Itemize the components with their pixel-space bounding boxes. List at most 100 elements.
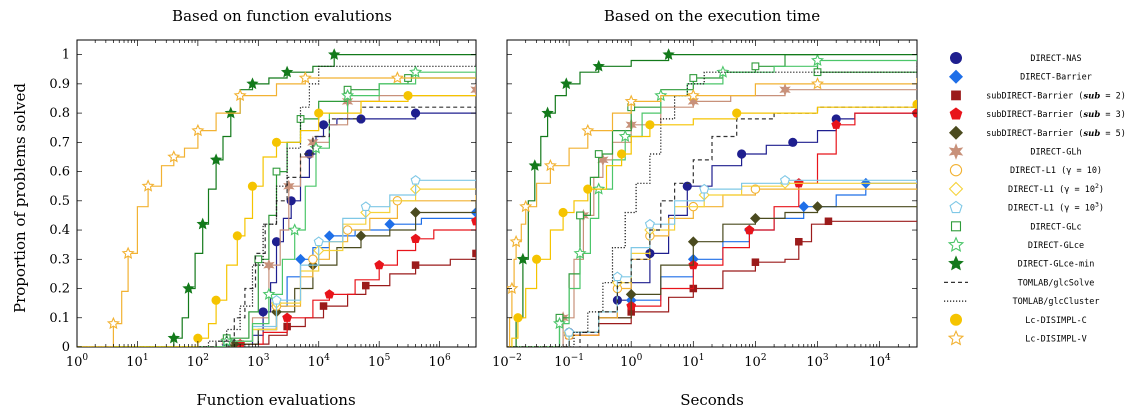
legend-marker-icon [948, 255, 964, 271]
series-point [283, 179, 295, 193]
legend-item: DIRECT-GLce [947, 236, 1084, 253]
series-point [795, 237, 803, 246]
series-point [288, 223, 302, 236]
series-point [410, 175, 421, 185]
series-point [374, 260, 385, 270]
x-tick-label: 101 [682, 353, 704, 370]
series-point [912, 99, 917, 109]
series-point [308, 254, 318, 265]
legend-item: DIRECT-GLh [948, 143, 1082, 160]
series-point [564, 327, 575, 337]
series-point [313, 236, 324, 247]
x-tick-label: 102 [744, 353, 766, 370]
series-point [121, 246, 135, 260]
legend-item: DIRECT-GLc [950, 221, 1082, 232]
series-point [384, 218, 396, 230]
panel-1-title: Based on function evalutions [172, 7, 392, 25]
series-point [298, 71, 312, 84]
series-point [798, 201, 810, 213]
series-point [403, 90, 413, 101]
legend-label: Lc-DISIMPL-C [1025, 316, 1086, 326]
legend-marker-icon [947, 329, 965, 346]
legend-item: subDIRECT-Barrier (sub = 2) [951, 90, 1126, 101]
legend-label: subDIRECT-Barrier (sub = 5) [986, 129, 1126, 139]
series-point [271, 137, 282, 147]
series-point [196, 217, 209, 230]
series-point [788, 137, 798, 147]
series-point [470, 83, 476, 97]
legend-label: TOMLAB/glcSolve [1018, 278, 1095, 288]
series-point [812, 201, 823, 213]
series-line [77, 253, 476, 347]
series-point [737, 149, 747, 159]
series-line [77, 95, 476, 347]
series-point [824, 217, 833, 226]
x-tick-label: 105 [368, 353, 391, 370]
series-point [271, 237, 282, 247]
series-point [750, 184, 761, 194]
panel-1-ticks: 100 101 102 103 104 105 106 0 0.1 0.2 0.3 0.4 0.5 0.6… [49, 40, 477, 370]
series-point [558, 207, 568, 218]
series-point [644, 218, 655, 229]
series-point [618, 129, 632, 143]
series-point [581, 123, 595, 137]
series-point [309, 141, 323, 154]
series-point [560, 77, 573, 90]
series-point [247, 181, 258, 191]
series-point [507, 281, 519, 295]
series-point [272, 167, 281, 176]
legend-marker-icon [948, 143, 964, 160]
panel-2-title: Based on the execution time [604, 7, 820, 25]
legend-item: DIRECT-Barrier [948, 69, 1092, 84]
series-point [541, 106, 554, 119]
x-tick-label: 103 [806, 353, 829, 370]
series-point [106, 316, 120, 330]
series-point [409, 65, 423, 78]
legend-marker-icon [950, 221, 962, 232]
legend-marker-icon [950, 52, 963, 65]
legend-item: subDIRECT-Barrier (sub = 3) [949, 107, 1126, 120]
series-point [262, 287, 276, 300]
legend-item: Lc-DISIMPL-V [947, 329, 1087, 346]
legend-marker-icon [949, 164, 963, 177]
legend-label: TOMLAB/glcCluster [1013, 297, 1100, 307]
series-point [314, 108, 324, 118]
series-point [543, 158, 557, 172]
legend-item: Lc-DISIMPL-C [950, 313, 1087, 326]
series-point [513, 313, 523, 323]
series-point [182, 282, 195, 294]
series-point [687, 94, 699, 108]
series-point [360, 201, 371, 211]
legend-item: TOMLAB/glcCluster [944, 297, 1100, 307]
x-tick-label: 104 [868, 353, 891, 370]
y-tick-label: 0.6 [49, 165, 70, 180]
series-point [471, 216, 476, 226]
series-point [682, 181, 692, 191]
series-point [319, 302, 328, 310]
x-tick-label: 103 [247, 353, 270, 370]
series-point [282, 312, 292, 322]
x-tick-label: 104 [308, 353, 331, 370]
legend-label: subDIRECT-Barrier (sub = 3) [986, 110, 1126, 120]
series-point [831, 119, 842, 129]
series-point [751, 258, 760, 266]
legend-item: DIRECT-L1 (γ = 102) [948, 181, 1104, 197]
series-line [77, 66, 476, 347]
panel-1-xlabel: Function evaluations [196, 391, 355, 409]
y-tick-label: 0.2 [49, 282, 70, 297]
series-point [211, 295, 221, 305]
y-tick-label: 0.9 [49, 77, 70, 92]
x-tick-label: 10−2 [492, 353, 522, 370]
series-point [576, 211, 584, 220]
legend-item: subDIRECT-Barrier (sub = 5) [948, 125, 1126, 140]
series-point [732, 108, 742, 118]
series-point [689, 74, 698, 82]
panel-2-xlabel: Seconds [680, 391, 744, 409]
series-point [552, 316, 567, 330]
series-point [750, 212, 761, 224]
legend-marker-icon [949, 107, 963, 120]
y-tick-label: 0.7 [49, 135, 70, 150]
series-point [594, 150, 603, 158]
series-point [167, 331, 180, 344]
series-point [472, 249, 476, 258]
